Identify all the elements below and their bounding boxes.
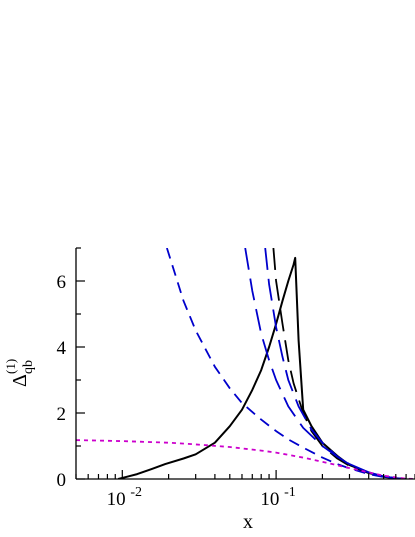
axes	[75, 248, 415, 480]
curves	[76, 248, 415, 479]
series-line-2	[272, 248, 407, 479]
y-tick-label: 2	[57, 404, 67, 425]
series-line-1	[117, 256, 407, 479]
series-line-3	[264, 248, 407, 479]
ticks: 0 2 4 6 10 -2 10 -1	[57, 247, 415, 510]
y-axis-label: Δqb(1)	[3, 359, 36, 387]
x-tick-label: 10 -2	[107, 485, 142, 510]
x-axis-label: x	[243, 511, 253, 533]
x-tick-label: 10 -1	[260, 485, 295, 510]
series-line-5	[166, 248, 407, 479]
y-tick-label: 6	[57, 272, 67, 293]
y-tick-label: 4	[57, 338, 67, 359]
y-tick-label: 0	[57, 470, 67, 491]
